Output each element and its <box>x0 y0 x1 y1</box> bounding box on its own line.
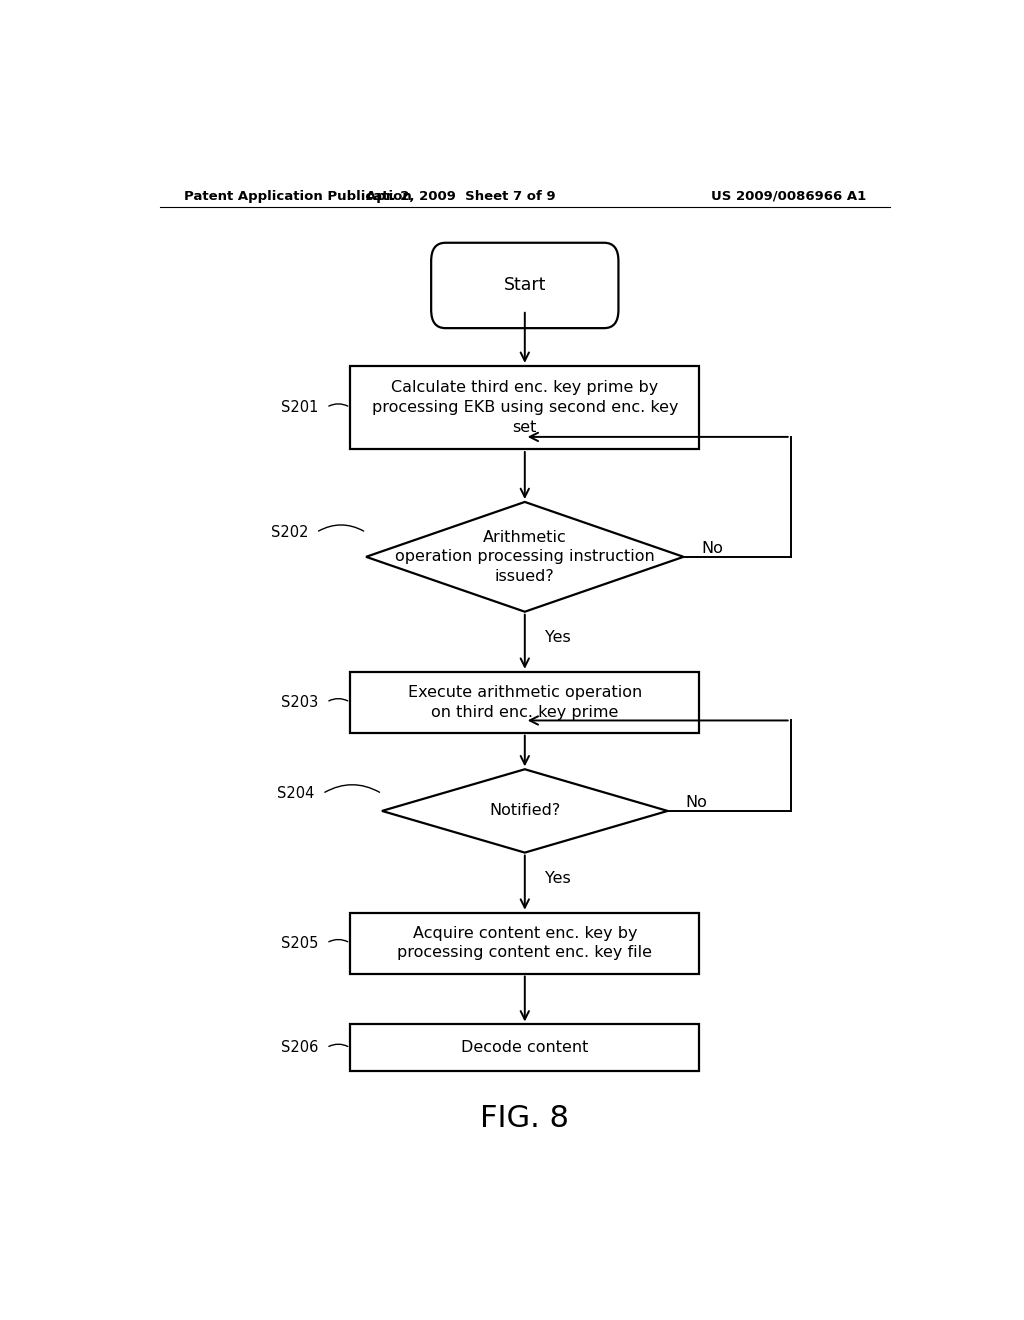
Text: Arithmetic
operation processing instruction
issued?: Arithmetic operation processing instruct… <box>395 529 654 585</box>
Text: US 2009/0086966 A1: US 2009/0086966 A1 <box>711 190 866 202</box>
Text: S203: S203 <box>282 694 318 710</box>
Text: Yes: Yes <box>545 871 570 886</box>
Text: Calculate third enc. key prime by
processing EKB using second enc. key
set: Calculate third enc. key prime by proces… <box>372 380 678 434</box>
Text: S204: S204 <box>278 787 314 801</box>
Text: Apr. 2, 2009  Sheet 7 of 9: Apr. 2, 2009 Sheet 7 of 9 <box>367 190 556 202</box>
Bar <box>350 366 699 449</box>
Text: Yes: Yes <box>545 630 570 645</box>
Polygon shape <box>382 770 668 853</box>
Text: Execute arithmetic operation
on third enc. key prime: Execute arithmetic operation on third en… <box>408 685 642 719</box>
Text: FIG. 8: FIG. 8 <box>480 1105 569 1134</box>
Text: S201: S201 <box>282 400 318 414</box>
Text: Patent Application Publication: Patent Application Publication <box>183 190 412 202</box>
Text: Notified?: Notified? <box>489 804 560 818</box>
Text: Start: Start <box>504 276 546 294</box>
Bar <box>350 672 699 733</box>
Text: Acquire content enc. key by
processing content enc. key file: Acquire content enc. key by processing c… <box>397 925 652 961</box>
Text: Decode content: Decode content <box>461 1040 589 1055</box>
Text: S202: S202 <box>270 525 308 540</box>
FancyBboxPatch shape <box>431 243 618 329</box>
Text: S205: S205 <box>282 936 318 950</box>
Bar <box>350 1024 699 1071</box>
Text: No: No <box>701 541 723 556</box>
Bar <box>350 912 699 974</box>
Text: S206: S206 <box>282 1040 318 1055</box>
Text: No: No <box>685 795 707 810</box>
Polygon shape <box>367 502 684 611</box>
